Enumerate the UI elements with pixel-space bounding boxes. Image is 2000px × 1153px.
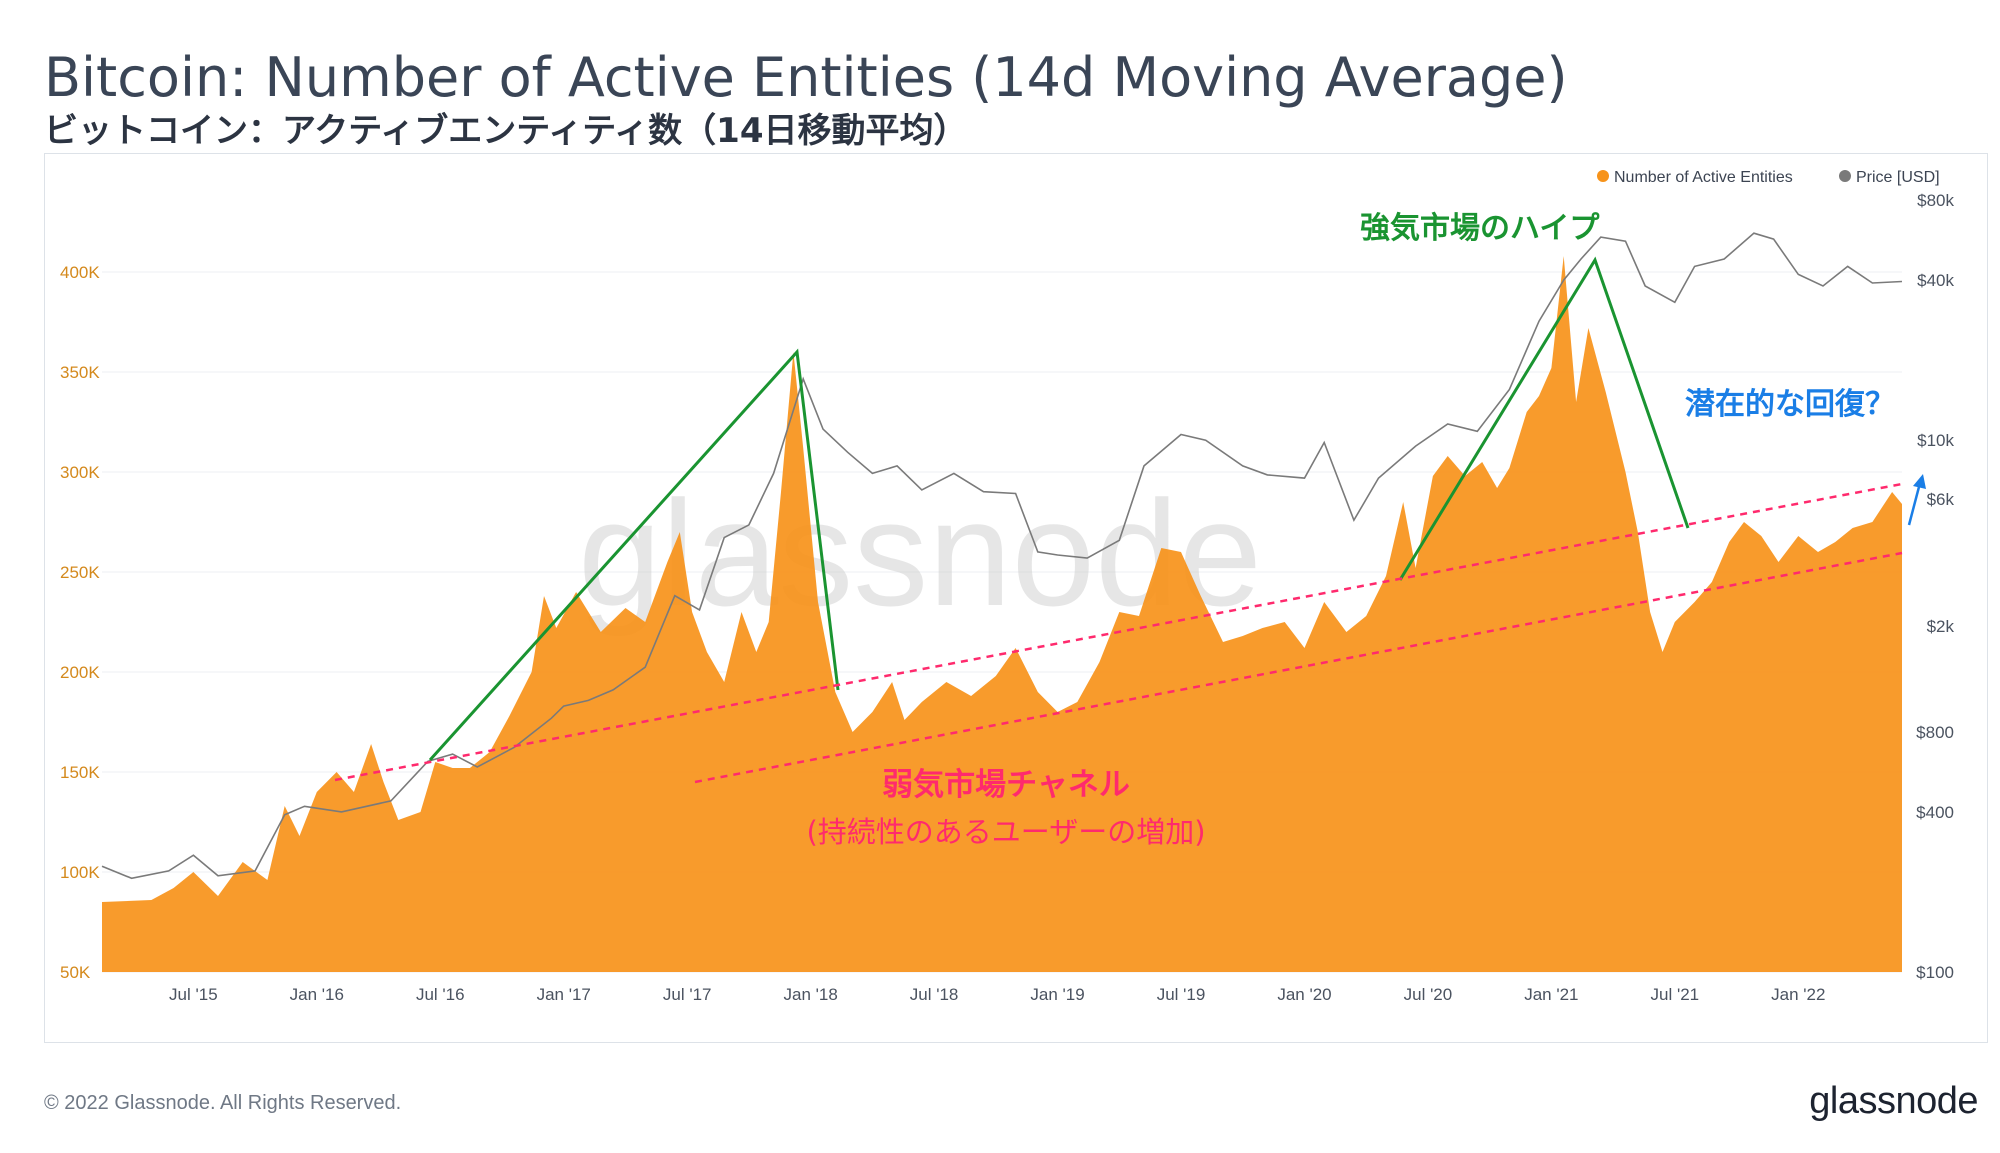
- left-tick-label: 100K: [60, 863, 100, 882]
- right-tick-label: $400: [1916, 803, 1954, 822]
- bull-trend-line-2017: [428, 348, 840, 762]
- entities-area: [102, 256, 1902, 972]
- x-tick-label: Jan '18: [783, 985, 837, 1004]
- right-tick-label: $10k: [1917, 431, 1954, 450]
- legend-label-price: Price [USD]: [1856, 169, 1940, 186]
- brand-logo: glassnode: [1809, 1080, 1978, 1122]
- left-tick-label: 50K: [60, 963, 91, 982]
- left-tick-label: 200K: [60, 663, 100, 682]
- right-tick-label: $40k: [1917, 271, 1954, 290]
- price-line: [101, 232, 1903, 880]
- left-tick-label: 350K: [60, 363, 100, 382]
- bull-trend-line-2021: [1398, 256, 1690, 581]
- x-tick-label: Jan '17: [537, 985, 591, 1004]
- x-tick-label: Jul '15: [169, 985, 218, 1004]
- chart-frame: [44, 153, 1988, 1043]
- x-tick-label: Jan '19: [1030, 985, 1084, 1004]
- legend: Number of Active Entities Price [USD]: [1597, 169, 1940, 186]
- x-tick-label: Jul '19: [1157, 985, 1206, 1004]
- recovery-arrowhead: [1913, 474, 1926, 489]
- bear-channel-lower: [694, 551, 1903, 784]
- left-tick-label: 400K: [60, 263, 100, 282]
- chart-subtitle: ビットコイン：アクティブエンティティ数（14日移動平均）: [44, 111, 968, 151]
- x-tick-label: Jan '16: [290, 985, 344, 1004]
- right-tick-label: $800: [1916, 723, 1954, 742]
- right-tick-label: $80k: [1917, 191, 1954, 210]
- copyright: © 2022 Glassnode. All Rights Reserved.: [44, 1092, 402, 1114]
- annotation-recovery: 潜在的な回復？: [1685, 387, 1895, 422]
- chart-title: Bitcoin: Number of Active Entities (14d …: [44, 46, 1568, 109]
- x-axis: Jul '15 Jan '16 Jul '16 Jan '17 Jul '17 Jan '…: [169, 985, 1825, 1004]
- x-tick-label: Jul '17: [663, 985, 712, 1004]
- right-axis: $100 $400 $800 $2k $6k $10k $40k $80k: [1916, 191, 1954, 982]
- legend-label-entities: Number of Active Entities: [1614, 169, 1793, 186]
- x-tick-label: Jan '20: [1277, 985, 1331, 1004]
- right-tick-label: $100: [1916, 963, 1954, 982]
- left-tick-label: 250K: [60, 563, 100, 582]
- right-tick-label: $6k: [1927, 490, 1955, 509]
- x-tick-label: Jul '18: [910, 985, 959, 1004]
- left-tick-label: 300K: [60, 463, 100, 482]
- bear-channel-upper: [334, 482, 1903, 782]
- legend-swatch-price: [1839, 170, 1851, 182]
- x-tick-label: Jul '21: [1651, 985, 1700, 1004]
- left-tick-label: 150K: [60, 763, 100, 782]
- x-tick-label: Jan '21: [1524, 985, 1578, 1004]
- recovery-arrow: [1907, 482, 1922, 526]
- right-tick-label: $2k: [1927, 617, 1955, 636]
- annotation-user-growth: (持続性のあるユーザーの増加): [806, 815, 1205, 849]
- annotation-bull-hype: 強気市場のハイプ: [1360, 211, 1600, 246]
- x-tick-label: Jan '22: [1771, 985, 1825, 1004]
- left-axis: 50K 100K 150K 200K 250K 300K 350K 400K: [60, 263, 100, 982]
- legend-swatch-entities: [1597, 170, 1609, 182]
- x-tick-label: Jul '16: [416, 985, 465, 1004]
- x-tick-label: Jul '20: [1404, 985, 1453, 1004]
- annotation-bear-channel: 弱気市場チャネル: [882, 767, 1130, 803]
